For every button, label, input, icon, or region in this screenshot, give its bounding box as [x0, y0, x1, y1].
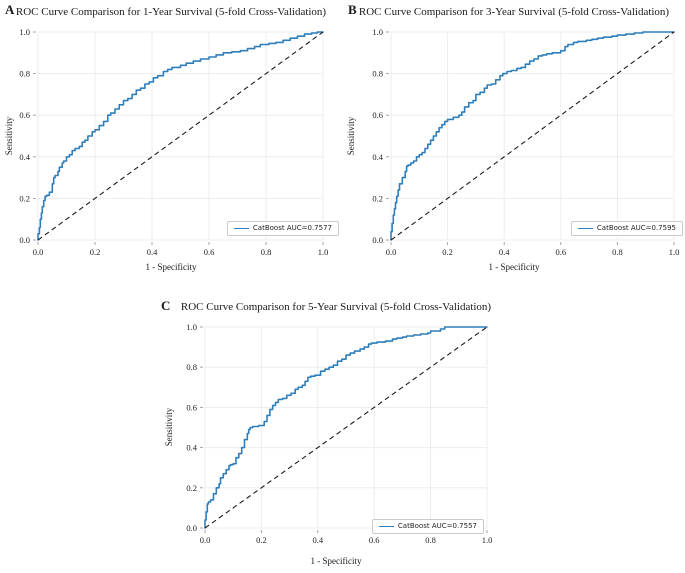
svg-text:0.0: 0.0: [33, 247, 44, 257]
legend-label: CatBoost AUC=0.7577: [252, 224, 332, 232]
svg-text:0.8: 0.8: [19, 69, 30, 79]
svg-text:0.2: 0.2: [19, 193, 30, 203]
legend-line-sample: [233, 228, 249, 229]
svg-text:0.8: 0.8: [186, 362, 197, 372]
svg-text:0.8: 0.8: [372, 69, 383, 79]
legend-label: CatBoost AUC=0.7595: [596, 224, 676, 232]
svg-text:0.0: 0.0: [386, 247, 397, 257]
svg-text:0.4: 0.4: [372, 152, 383, 162]
svg-text:0.6: 0.6: [186, 402, 197, 412]
x-axis-label: 1 - Specificity: [310, 556, 362, 566]
svg-text:0.6: 0.6: [555, 247, 566, 257]
svg-text:0.0: 0.0: [186, 523, 197, 533]
panel-roc-5-year: C ROC Curve Comparison for 5-Year Surviv…: [150, 288, 522, 573]
x-axis-label: 1 - Specificity: [488, 262, 540, 272]
svg-text:0.0: 0.0: [19, 235, 30, 245]
svg-text:0.6: 0.6: [372, 110, 383, 120]
svg-text:0.4: 0.4: [147, 247, 158, 257]
chart-title-5-year: ROC Curve Comparison for 5-Year Survival…: [180, 301, 492, 313]
legend-box: CatBoost AUC=0.7557: [371, 519, 484, 534]
svg-text:0.6: 0.6: [204, 247, 215, 257]
svg-text:0.4: 0.4: [19, 152, 30, 162]
svg-text:0.2: 0.2: [90, 247, 101, 257]
panel-label-b: B: [348, 2, 357, 17]
svg-text:1.0: 1.0: [669, 247, 680, 257]
svg-text:0.2: 0.2: [186, 483, 197, 493]
y-axis-label: Sensitivity: [164, 407, 174, 447]
panel-roc-3-year: B ROC Curve Comparison for 3-Year Surviv…: [343, 0, 685, 286]
svg-text:0.8: 0.8: [261, 247, 272, 257]
svg-text:0.2: 0.2: [372, 193, 383, 203]
svg-text:0.8: 0.8: [612, 247, 623, 257]
legend-label: CatBoost AUC=0.7557: [397, 522, 477, 530]
y-axis-label: Sensitivity: [346, 116, 356, 156]
legend-line-sample: [577, 228, 593, 229]
chart-title-1-year: ROC Curve Comparison for 1-Year Survival…: [15, 6, 327, 18]
svg-text:0.2: 0.2: [256, 535, 267, 545]
chart-title-3-year: ROC Curve Comparison for 3-Year Survival…: [358, 6, 670, 18]
legend-box: CatBoost AUC=0.7595: [570, 221, 683, 236]
svg-text:0.8: 0.8: [425, 535, 436, 545]
y-axis-label: Sensitivity: [4, 116, 14, 156]
svg-text:1.0: 1.0: [318, 247, 329, 257]
panel-roc-1-year: A ROC Curve Comparison for 1-Year Surviv…: [0, 0, 342, 286]
svg-text:0.6: 0.6: [19, 110, 30, 120]
roc-chart-1-year: 0.0 0.2 0.4 0.6 0.8 1.0 0.0 0.2 0.4 0.6 0.8 1.0: [19, 27, 329, 257]
legend-line-sample: [378, 526, 394, 527]
svg-text:1.0: 1.0: [372, 27, 383, 37]
svg-text:0.6: 0.6: [369, 535, 380, 545]
roc-chart-3-year: 0.0 0.2 0.4 0.6 0.8 1.0 0.0 0.2 0.4 0.6 0.8 1.0: [372, 27, 680, 257]
legend-box: CatBoost AUC=0.7577: [226, 221, 339, 236]
svg-text:1.0: 1.0: [482, 535, 493, 545]
panel-label-c: C: [161, 298, 171, 313]
x-axis-label: 1 - Specificity: [145, 262, 197, 272]
svg-text:0.4: 0.4: [186, 443, 197, 453]
svg-text:1.0: 1.0: [19, 27, 30, 37]
panel-label-a: A: [5, 2, 15, 17]
svg-text:0.2: 0.2: [442, 247, 453, 257]
svg-text:0.4: 0.4: [312, 535, 323, 545]
svg-text:0.4: 0.4: [499, 247, 510, 257]
svg-text:0.0: 0.0: [372, 235, 383, 245]
svg-text:0.0: 0.0: [200, 535, 211, 545]
svg-text:1.0: 1.0: [186, 322, 197, 332]
